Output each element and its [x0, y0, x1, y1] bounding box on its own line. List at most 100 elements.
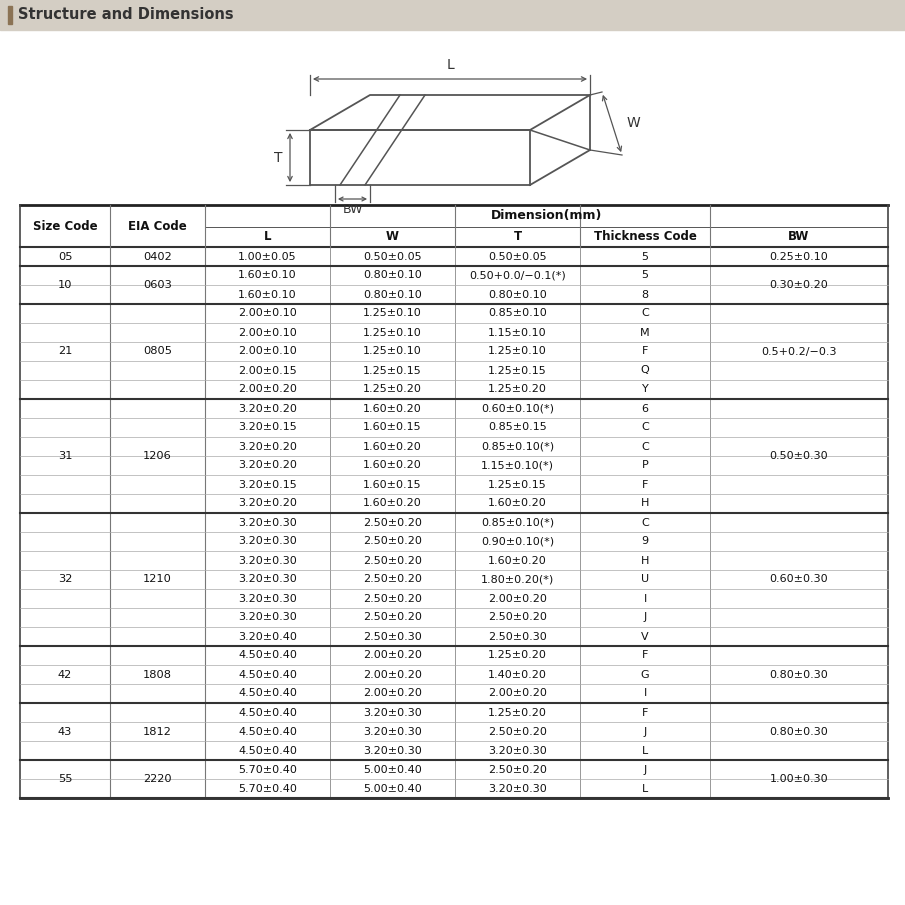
Text: 0603: 0603	[143, 280, 172, 290]
Text: 3.20±0.15: 3.20±0.15	[238, 423, 297, 433]
Text: 1.80±0.20(*): 1.80±0.20(*)	[481, 575, 554, 585]
Text: 6: 6	[642, 404, 649, 414]
Text: I: I	[643, 594, 647, 604]
Text: 10: 10	[58, 280, 72, 290]
Text: 1.60±0.20: 1.60±0.20	[488, 499, 547, 509]
Text: C: C	[641, 309, 649, 319]
Text: 3.20±0.30: 3.20±0.30	[363, 708, 422, 718]
Text: 3.20±0.15: 3.20±0.15	[238, 480, 297, 490]
Bar	[0, 0, 905, 30]
Text: 4.50±0.40: 4.50±0.40	[238, 746, 297, 756]
Text: 1.25±0.20: 1.25±0.20	[488, 708, 547, 718]
Text: 05: 05	[58, 252, 72, 262]
Text: U: U	[641, 575, 649, 585]
Text: Y: Y	[642, 385, 648, 395]
Text: 1812: 1812	[143, 727, 172, 737]
Text: 21: 21	[58, 347, 72, 357]
Text: 3.20±0.30: 3.20±0.30	[238, 518, 297, 528]
Text: 3.20±0.20: 3.20±0.20	[238, 442, 297, 452]
Text: 1210: 1210	[143, 575, 172, 585]
Text: 3.20±0.20: 3.20±0.20	[238, 461, 297, 471]
Text: 2.50±0.20: 2.50±0.20	[363, 518, 422, 528]
Text: I: I	[643, 689, 647, 699]
Text: 2.00±0.20: 2.00±0.20	[363, 689, 422, 699]
Text: F: F	[642, 708, 648, 718]
Text: 1.60±0.20: 1.60±0.20	[363, 404, 422, 414]
Text: 0.80±0.10: 0.80±0.10	[488, 290, 547, 300]
Text: F: F	[642, 347, 648, 357]
Text: 3.20±0.30: 3.20±0.30	[238, 575, 297, 585]
Text: L: L	[642, 784, 648, 794]
Text: 3.20±0.30: 3.20±0.30	[488, 746, 547, 756]
Text: 2.00±0.20: 2.00±0.20	[363, 670, 422, 680]
Text: 4.50±0.40: 4.50±0.40	[238, 708, 297, 718]
Text: 1.25±0.15: 1.25±0.15	[488, 366, 547, 376]
Text: 0.80±0.30: 0.80±0.30	[769, 670, 828, 680]
Text: 1.25±0.15: 1.25±0.15	[363, 366, 422, 376]
Text: 0.80±0.30: 0.80±0.30	[769, 727, 828, 737]
Text: 2.50±0.30: 2.50±0.30	[488, 632, 547, 642]
Text: V: V	[641, 632, 649, 642]
Text: W: W	[386, 231, 399, 243]
Text: J: J	[643, 613, 647, 623]
Text: 0805: 0805	[143, 347, 172, 357]
Text: 2.50±0.20: 2.50±0.20	[363, 537, 422, 547]
Text: 1.60±0.20: 1.60±0.20	[363, 461, 422, 471]
Text: 2.50±0.20: 2.50±0.20	[488, 613, 547, 623]
Text: 8: 8	[642, 290, 649, 300]
Text: C: C	[641, 442, 649, 452]
Text: 1.15±0.10(*): 1.15±0.10(*)	[481, 461, 554, 471]
Text: 1.25±0.10: 1.25±0.10	[363, 347, 422, 357]
Text: T: T	[513, 231, 521, 243]
Text: 0.90±0.10(*): 0.90±0.10(*)	[481, 537, 554, 547]
Text: 3.20±0.30: 3.20±0.30	[238, 613, 297, 623]
Text: P: P	[642, 461, 648, 471]
Text: W: W	[627, 117, 641, 130]
Text: 3.20±0.20: 3.20±0.20	[238, 404, 297, 414]
Text: 2.00±0.20: 2.00±0.20	[488, 689, 547, 699]
Text: 1.25±0.20: 1.25±0.20	[488, 651, 547, 661]
Text: 2.00±0.20: 2.00±0.20	[488, 594, 547, 604]
Text: Structure and Dimensions: Structure and Dimensions	[18, 7, 233, 23]
Text: BW: BW	[342, 203, 363, 216]
Text: 1.60±0.10: 1.60±0.10	[238, 271, 297, 281]
Text: 4.50±0.40: 4.50±0.40	[238, 670, 297, 680]
Text: Size Code: Size Code	[33, 220, 98, 233]
Text: 2.50±0.20: 2.50±0.20	[363, 556, 422, 566]
Text: 1.25±0.15: 1.25±0.15	[488, 480, 547, 490]
Text: 1.25±0.10: 1.25±0.10	[488, 347, 547, 357]
Text: 2.00±0.10: 2.00±0.10	[238, 347, 297, 357]
Text: 1.00±0.30: 1.00±0.30	[769, 774, 828, 784]
Text: M: M	[640, 328, 650, 338]
Text: 5: 5	[642, 252, 649, 262]
Text: BW: BW	[788, 231, 810, 243]
Text: 2220: 2220	[143, 774, 172, 784]
Text: 31: 31	[58, 451, 72, 461]
Text: 1.60±0.20: 1.60±0.20	[363, 442, 422, 452]
Text: 2.00±0.15: 2.00±0.15	[238, 366, 297, 376]
Text: 43: 43	[58, 727, 72, 737]
Text: 1.60±0.20: 1.60±0.20	[488, 556, 547, 566]
Text: 1.00±0.05: 1.00±0.05	[238, 252, 297, 262]
Text: 5.70±0.40: 5.70±0.40	[238, 765, 297, 775]
Text: 1.15±0.10: 1.15±0.10	[488, 328, 547, 338]
Text: 3.20±0.30: 3.20±0.30	[238, 556, 297, 566]
Text: 1.25±0.20: 1.25±0.20	[488, 385, 547, 395]
Text: L: L	[263, 231, 271, 243]
Text: 1808: 1808	[143, 670, 172, 680]
Text: 1.60±0.20: 1.60±0.20	[363, 499, 422, 509]
Text: T: T	[273, 150, 282, 165]
Text: 3.20±0.30: 3.20±0.30	[238, 594, 297, 604]
Text: 0.60±0.30: 0.60±0.30	[769, 575, 828, 585]
Text: 3.20±0.40: 3.20±0.40	[238, 632, 297, 642]
Text: 2.50±0.20: 2.50±0.20	[488, 727, 547, 737]
Text: 3.20±0.30: 3.20±0.30	[238, 537, 297, 547]
Text: 4.50±0.40: 4.50±0.40	[238, 689, 297, 699]
Text: H: H	[641, 556, 649, 566]
Text: 1.40±0.20: 1.40±0.20	[488, 670, 547, 680]
Text: 3.20±0.20: 3.20±0.20	[238, 499, 297, 509]
Text: H: H	[641, 499, 649, 509]
Text: C: C	[641, 423, 649, 433]
Text: 0.50±0.30: 0.50±0.30	[769, 451, 828, 461]
Text: 5: 5	[642, 271, 649, 281]
